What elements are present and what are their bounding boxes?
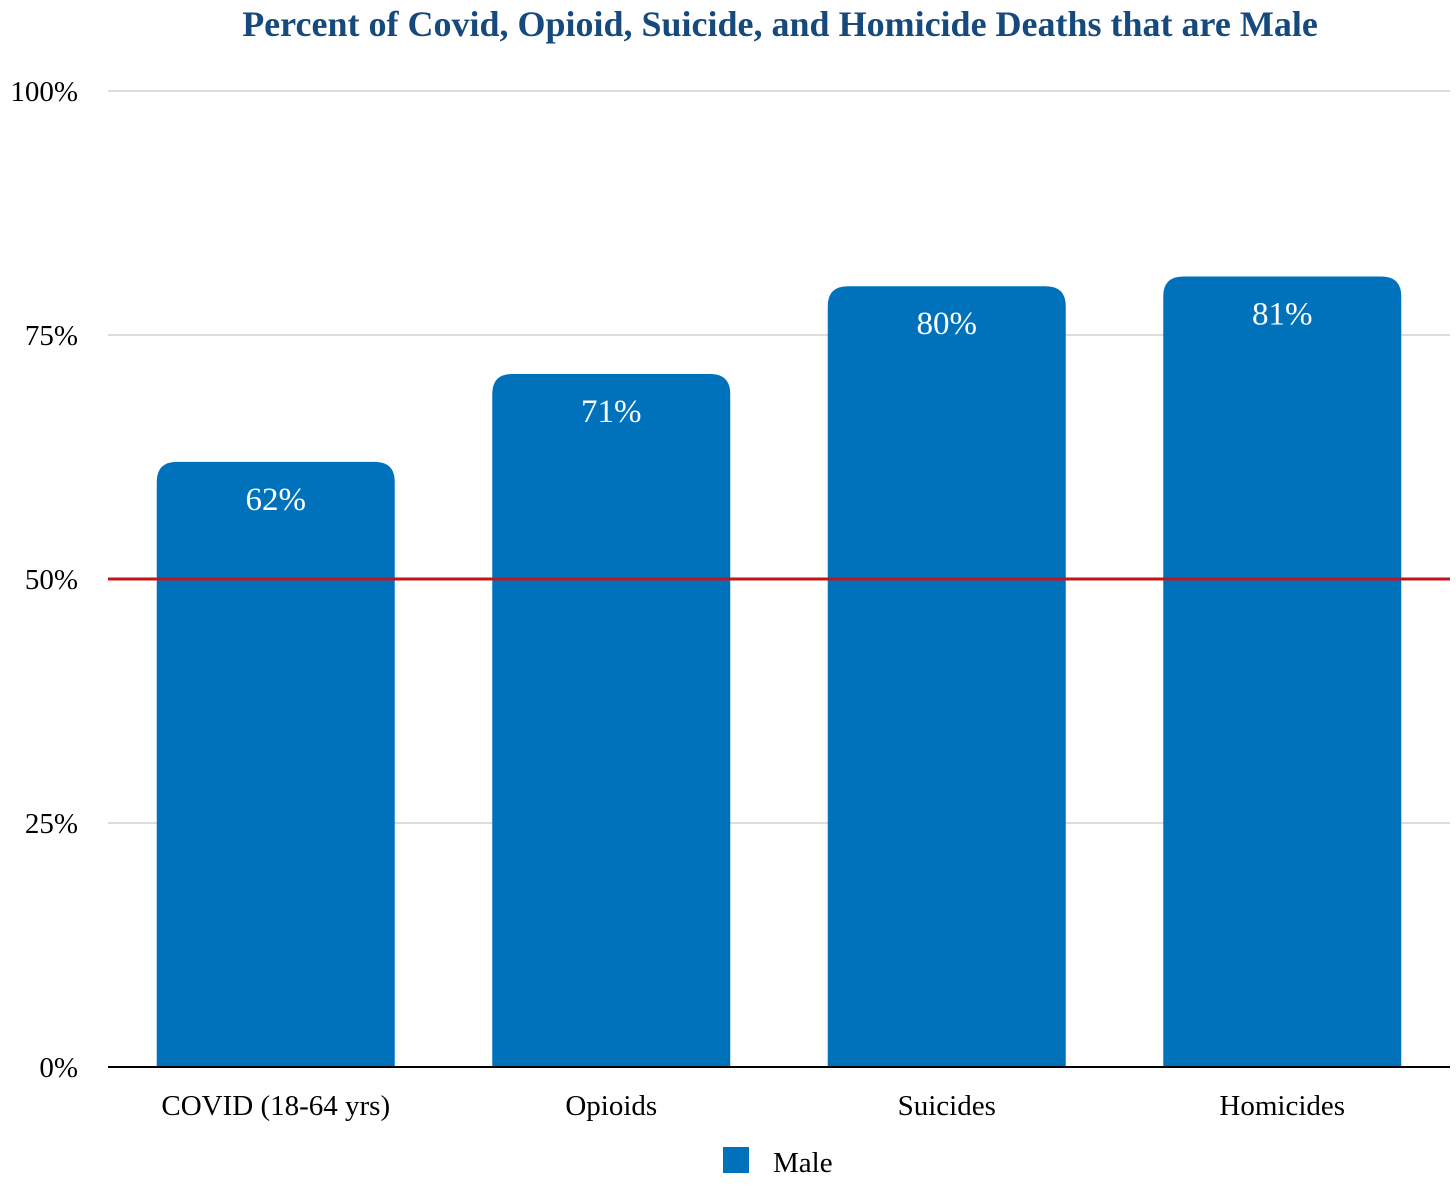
y-axis-tick-labels: 0% 25% 50% 75% 100% — [10, 76, 78, 1084]
legend: Male — [723, 1147, 833, 1179]
bar — [492, 374, 731, 1067]
x-category-label: Opioids — [565, 1090, 657, 1122]
bar — [1163, 276, 1402, 1067]
y-tick-label: 100% — [10, 76, 78, 108]
y-tick-label: 25% — [25, 808, 78, 840]
bars: 62% 71% 80% 81% — [156, 276, 1402, 1067]
chart-title: Percent of Covid, Opioid, Suicide, and H… — [242, 4, 1318, 44]
x-category-label: COVID (18-64 yrs) — [161, 1090, 390, 1122]
x-category-label: Suicides — [898, 1090, 996, 1122]
legend-swatch — [723, 1147, 749, 1173]
x-category-label: Homicides — [1219, 1090, 1345, 1122]
bar-value-label: 71% — [581, 394, 642, 430]
bar-value-label: 81% — [1252, 296, 1313, 332]
bar — [156, 461, 395, 1067]
y-tick-label: 0% — [39, 1052, 78, 1084]
x-axis-category-labels: COVID (18-64 yrs) Opioids Suicides Homicide… — [161, 1090, 1345, 1122]
y-tick-label: 50% — [25, 564, 78, 596]
bar-value-label: 62% — [246, 482, 307, 518]
legend-label: Male — [773, 1147, 833, 1179]
bar — [827, 286, 1066, 1067]
bar-value-label: 80% — [917, 306, 978, 342]
y-tick-label: 75% — [25, 320, 78, 352]
